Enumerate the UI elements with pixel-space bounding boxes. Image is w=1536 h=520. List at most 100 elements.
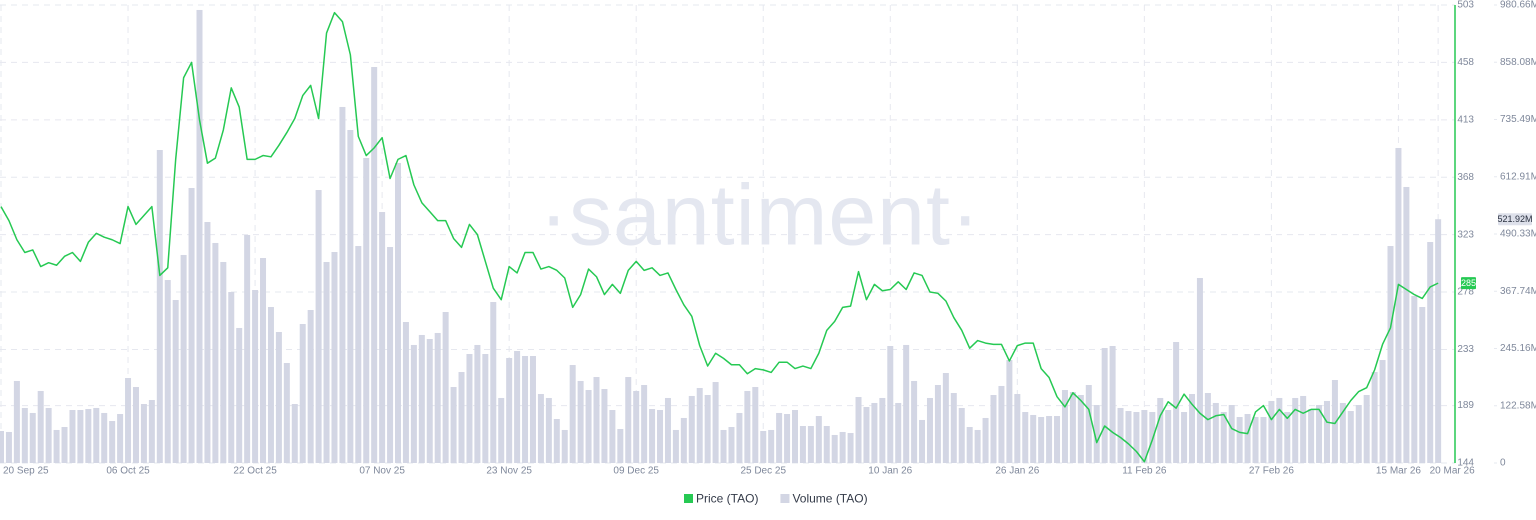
volume-bar [1149,412,1156,463]
volume-bar [498,397,505,463]
volume-bar [1054,416,1061,463]
volume-bar [418,334,425,463]
x-tick-label: 20 Sep 25 [3,466,49,477]
volume-bar [109,421,116,463]
volume-bar [466,353,473,463]
volume-bar [1141,409,1148,463]
volume-bar [180,254,187,463]
volume-bar [506,358,513,463]
volume-bar [815,416,822,463]
volume-bar [958,407,965,463]
lines [0,11,1439,463]
y-tick-label: 735.49M [1500,114,1536,125]
volume-bar [752,387,759,463]
volume-bar [1093,404,1100,463]
volume-bar [688,395,695,463]
volume-bar [974,429,981,463]
volume-bar [323,261,330,463]
volume-bar [1371,372,1378,463]
volume-bar [1308,409,1315,463]
x-tick-label: 23 Nov 25 [486,466,532,477]
volume-bar [680,417,687,463]
volume-bar [1347,411,1354,463]
volume-bar [934,385,941,463]
volume-bar [736,412,743,463]
volume-bar [871,402,878,463]
volume-bar [1189,394,1195,463]
volume-bar [529,356,536,463]
current-value-badge [1461,277,1476,290]
volume-bar [482,353,489,463]
volume-bar [911,380,918,463]
volume-bar [593,377,600,463]
volume-bar [799,426,806,463]
volume-bar [252,290,259,463]
volume-bar [236,327,243,463]
volume-bar [172,300,179,463]
volume-bar [1077,395,1084,463]
volume-bar [125,378,132,463]
y2-tick-label: 323 [1457,229,1474,240]
volume-bar [101,412,108,463]
y2-tick-label: 144 [1457,458,1474,469]
volume-bar [617,429,624,463]
volume-bar [1125,411,1132,463]
volume-bar [1038,416,1045,463]
volume-bar [363,157,370,463]
volume-bar [1109,346,1116,463]
volume-bar [29,412,36,463]
volume-bar [1173,341,1180,463]
volume-bar [1331,380,1338,463]
volume-bar [132,387,139,463]
volume-bar [442,312,449,463]
volume-bar [1284,412,1291,463]
x-tick-label: 20 Mar 26 [1430,466,1475,477]
volume-bar [1117,407,1124,463]
volume-bar [926,397,933,463]
volume-bar [768,429,775,463]
volume-bar [228,292,235,463]
volume-bar [1212,402,1219,463]
volume-bar [69,409,76,463]
volume-bar [283,363,290,463]
volume-bar [966,426,973,463]
volume-bar [490,302,497,463]
volume-bar [712,382,719,463]
volume-bar [426,339,433,463]
volume-bar [1339,402,1346,463]
volume-bar [188,188,195,463]
volume-bar [704,395,711,463]
volume-bar [633,390,640,463]
volume-bar [545,397,552,463]
volume-bar [625,377,632,463]
volume-bar [514,351,521,463]
price-line [0,11,1439,463]
volume-bar [1030,414,1037,463]
y2-tick-label: 278 [1457,287,1474,298]
current-value-label: 285 [1461,278,1476,288]
bars [0,9,1442,464]
x-tick-label: 07 Nov 25 [359,466,405,477]
y-tick-label: 0 [1500,458,1506,469]
current-value-badge [1498,213,1532,226]
volume-bar [1395,147,1402,464]
volume-bar [831,434,838,463]
volume-bar [982,417,989,463]
volume-bar [1014,394,1021,463]
volume-bar [395,162,401,463]
volume-bar [1323,400,1330,463]
volume-bar [1133,412,1140,463]
volume-bar [291,404,298,463]
volume-bar [379,212,386,463]
volume-bar [1403,186,1410,464]
volume-bar [21,407,28,463]
volume-bar [522,356,529,463]
volume-bar [1260,416,1267,463]
volume-bar [919,419,926,463]
volume-bar [744,390,751,463]
y-tick-label: 490.33M [1500,229,1536,240]
volume-bar [641,385,648,463]
y-tick-label: 367.74M [1500,286,1536,297]
volume-bar [1061,390,1068,463]
volume-bar [307,310,314,463]
